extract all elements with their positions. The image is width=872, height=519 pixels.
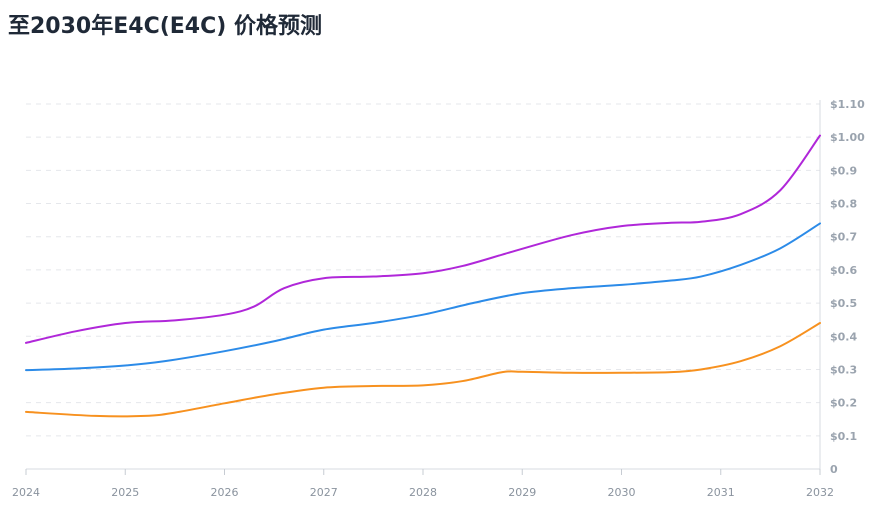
y-tick-label: $0.6 xyxy=(830,264,857,277)
x-tick-label: 2032 xyxy=(806,486,834,499)
series-line-min xyxy=(25,322,821,418)
x-tick-label: 2028 xyxy=(409,486,437,499)
x-tick-label: 2024 xyxy=(12,486,40,499)
y-tick-label: $1.00 xyxy=(830,131,865,144)
y-tick-label: $0.2 xyxy=(830,397,857,410)
x-tick-label: 2029 xyxy=(508,486,536,499)
x-tick-label: 2025 xyxy=(111,486,139,499)
y-tick-label: $1.10 xyxy=(830,98,865,111)
y-tick-label: $0.3 xyxy=(830,363,857,376)
x-tick-label: 2027 xyxy=(310,486,338,499)
y-tick-label: $0.4 xyxy=(830,330,857,343)
y-tick-label: 0 xyxy=(830,463,838,476)
x-tick-label: 2031 xyxy=(707,486,735,499)
chart-title: 至2030年E4C(E4C) 价格预测 xyxy=(8,14,322,39)
x-tick-label: 2030 xyxy=(608,486,636,499)
x-tick-label: 2026 xyxy=(211,486,239,499)
y-tick-label: $0.7 xyxy=(830,231,857,244)
series-line-avg xyxy=(25,222,821,372)
series-line-max xyxy=(25,134,821,344)
y-tick-label: $0.9 xyxy=(830,164,857,177)
y-tick-label: $0.5 xyxy=(830,297,857,310)
y-tick-label: $0.1 xyxy=(830,430,857,443)
y-tick-label: $0.8 xyxy=(830,198,857,211)
